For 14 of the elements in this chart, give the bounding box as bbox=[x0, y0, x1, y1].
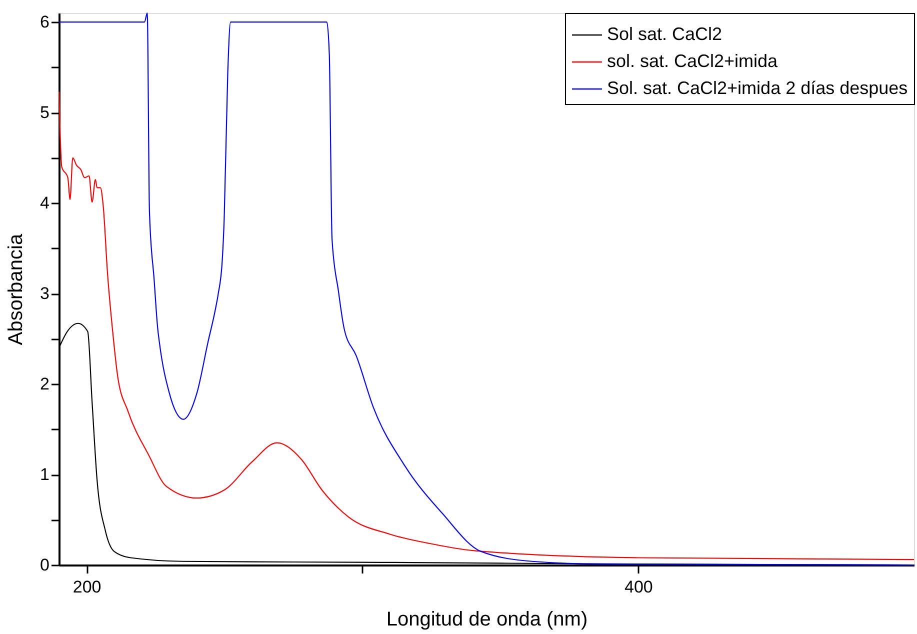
x-tick-label: 200 bbox=[72, 578, 102, 596]
y-tick-label: 6 bbox=[40, 12, 50, 32]
y-tick-label: 3 bbox=[40, 284, 50, 304]
legend-label: Sol. sat. CaCl2+imida 2 días despues bbox=[607, 78, 908, 98]
legend-label: sol. sat. CaCl2+imida bbox=[607, 51, 779, 71]
y-axis-title: Absorbancia bbox=[5, 233, 28, 346]
y-tick-label: 0 bbox=[40, 556, 50, 574]
y-tick-label: 1 bbox=[40, 465, 50, 484]
y-tick-label: 5 bbox=[40, 103, 50, 122]
x-axis-title: Longitud de onda (nm) bbox=[386, 608, 588, 630]
legend-label: Sol sat. CaCl2 bbox=[607, 24, 722, 44]
y-tick-label: 4 bbox=[40, 194, 50, 213]
x-tick-label: 400 bbox=[624, 578, 653, 596]
y-tick-label: 2 bbox=[40, 374, 50, 394]
